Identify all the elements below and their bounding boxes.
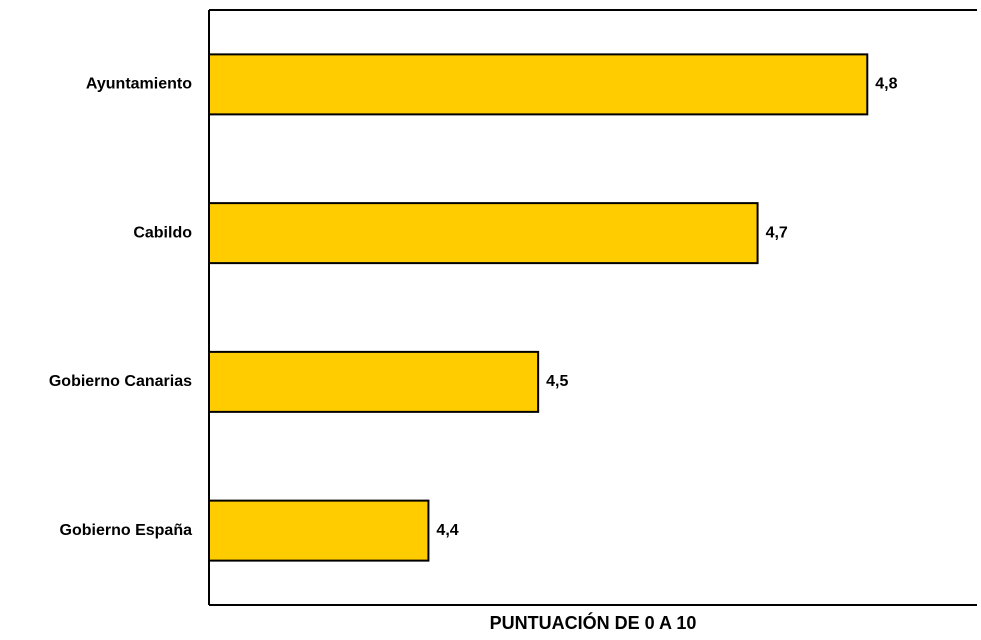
value-label: 4,7 [766,224,788,241]
y-tick-label: Gobierno España [60,522,193,539]
bar [208,53,869,116]
bar [208,350,540,413]
bar [208,202,759,265]
value-label: 4,5 [546,373,568,390]
y-tick-label: Cabildo [133,224,192,241]
y-tick-label: Ayuntamiento [86,76,192,93]
value-label: 4,8 [875,76,897,93]
value-label: 4,4 [436,522,458,539]
bar [208,499,430,562]
y-tick-label: Gobierno Canarias [49,373,192,390]
x-axis-title: PUNTUACIÓN DE 0 A 10 [490,612,697,633]
